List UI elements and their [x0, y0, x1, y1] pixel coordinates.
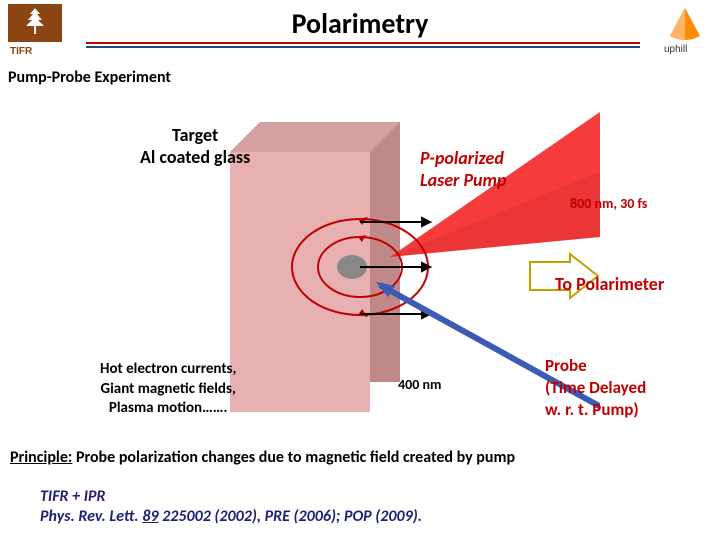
citation-b: 225002 (2002), PRE (2006); POP (2009). — [159, 507, 422, 526]
pump-line2: Laser Pump — [420, 169, 507, 191]
rule-red — [86, 42, 640, 44]
pump-label: P-polarized Laser Pump — [420, 148, 507, 191]
pump-line1: P-polarized — [420, 147, 504, 169]
principle-text: Principle: Probe polarization changes du… — [10, 448, 710, 467]
page-title: Polarimetry — [0, 6, 720, 41]
probe-wavelength: 400 nm — [398, 376, 441, 393]
svg-text:TIFR: TIFR — [10, 46, 33, 56]
citation-a: Phys. Rev. Lett. — [40, 507, 142, 526]
target-line2: Al coated glass — [140, 146, 250, 168]
subtitle: Pump-Probe Experiment — [8, 68, 171, 87]
hot-electron-label: Hot electron currents, Giant magnetic fi… — [100, 360, 236, 419]
probe-line1: Probe — [545, 355, 587, 376]
rule-blue — [86, 46, 640, 48]
svg-text:uphill: uphill — [664, 44, 687, 54]
hot-line1: Hot electron currents, — [100, 360, 236, 378]
hot-line3: Plasma motion……. — [109, 399, 228, 417]
probe-label: Probe (Time Delayed w. r. t. Pump) — [545, 355, 646, 421]
target-front-face — [230, 152, 370, 412]
target-top-face — [230, 122, 400, 152]
target-label: Target Al coated glass — [140, 125, 250, 168]
target-line1: Target — [172, 124, 218, 146]
to-polarimeter-label: To Polarimeter — [555, 273, 664, 295]
citation-line2: Phys. Rev. Lett. 89 225002 (2002), PRE (… — [40, 507, 422, 526]
probe-line2: (Time Delayed — [545, 377, 646, 398]
hot-line2: Giant magnetic fields, — [101, 380, 236, 398]
citation-vol: 89 — [142, 507, 158, 526]
probe-line3: w. r. t. Pump) — [545, 399, 639, 420]
citation-line1: TIFR + IPR — [40, 487, 106, 506]
principle-body: Probe polarization changes due to magnet… — [72, 448, 515, 467]
pump-spec: 800 nm, 30 fs — [570, 195, 647, 212]
principle-label: Principle: — [10, 448, 72, 467]
